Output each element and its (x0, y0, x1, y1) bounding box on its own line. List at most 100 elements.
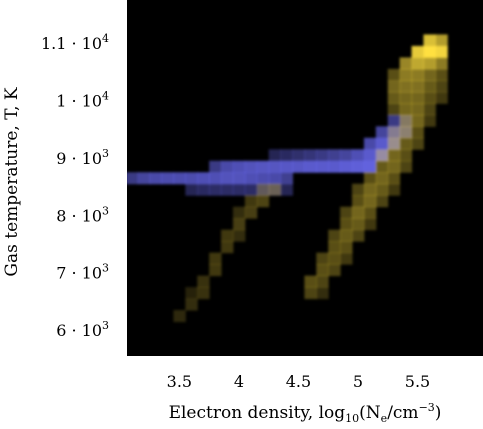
heatmap-cell-1-45 (387, 172, 401, 185)
heatmap-cell-1-53 (340, 206, 353, 219)
heatmap-cell-0-24 (221, 160, 234, 173)
heatmap-cell-1-64 (316, 252, 329, 265)
heatmap-cell-1-30 (423, 114, 436, 127)
heatmap-cell-0-12 (268, 172, 282, 185)
heatmap-cell-1-67 (316, 264, 329, 277)
heatmap-cell-1-77 (244, 206, 258, 219)
heatmap-cell-0-38 (280, 149, 293, 162)
heatmap-cell-1-57 (352, 218, 365, 231)
heatmap-cell-1-22 (423, 91, 436, 104)
heatmap-cell-1-9 (387, 68, 401, 81)
heatmap-cell-0-44 (352, 149, 365, 162)
y-tick-label-2: 8 · 103 (56, 204, 109, 225)
heatmap-cell-0-13 (280, 172, 293, 185)
heatmap-cell-1-83 (209, 252, 222, 265)
heatmap-cell-0-34 (340, 160, 353, 173)
heatmap-cell-1-59 (328, 229, 341, 242)
heatmap-cell-1-44 (375, 172, 389, 185)
heatmap-cell-0-6 (197, 172, 210, 185)
heatmap-cell-1-39 (399, 149, 413, 162)
heatmap-cell-1-19 (387, 91, 401, 104)
heatmap-cell-1-10 (399, 68, 413, 81)
heatmap-cell-0-35 (352, 160, 365, 173)
heatmap-cell-0-17 (221, 183, 234, 196)
heatmap-cell-0-53 (387, 114, 401, 127)
heatmap-cell-0-27 (256, 160, 270, 173)
heatmap-cell-1-20 (399, 91, 413, 104)
heatmap-cell-1-27 (423, 103, 436, 116)
heatmap-cell-1-82 (221, 241, 234, 254)
heatmap-cell-0-0 (125, 172, 139, 185)
heatmap-cell-1-71 (304, 287, 317, 300)
heatmap-cell-1-8 (435, 57, 448, 70)
heatmap-cell-0-22 (280, 183, 293, 196)
heatmap-cell-1-79 (232, 218, 246, 231)
heatmap-cell-1-26 (411, 103, 424, 116)
heatmap-cell-1-52 (375, 195, 389, 208)
heatmap-cell-0-50 (375, 126, 389, 139)
heatmap-cell-0-14 (185, 183, 198, 196)
heatmap-cell-1-47 (363, 183, 377, 196)
heatmap-cell-1-87 (185, 287, 198, 300)
heatmap-cell-1-55 (363, 206, 377, 219)
heatmap-cell-0-25 (232, 160, 246, 173)
heatmap-cell-1-2 (435, 45, 448, 58)
heatmap-cell-1-61 (352, 229, 365, 242)
heatmap-cell-1-49 (387, 183, 401, 196)
heatmap-cell-1-43 (363, 172, 377, 185)
heatmap-cell-1-75 (244, 195, 258, 208)
heatmap-cell-1-81 (232, 229, 246, 242)
heatmap-cell-1-70 (316, 275, 329, 288)
heatmap-cell-1-88 (185, 298, 198, 311)
heatmap-cell-1-74 (268, 183, 282, 196)
y-tick-labels: 6 · 103 7 · 103 8 · 103 9 · 103 1 · 104 1.1 ·… (41, 32, 109, 340)
heatmap-cell-1-37 (375, 149, 389, 162)
heatmap-cell-0-5 (185, 172, 198, 185)
heatmap-cell-1-66 (340, 252, 353, 265)
heatmap-cell-1-40 (375, 160, 389, 173)
heatmap-cell-0-43 (340, 149, 353, 162)
heatmap-cell-1-32 (399, 126, 413, 139)
heatmap-cell-1-42 (399, 160, 413, 173)
heatmap-cell-1-18 (435, 80, 448, 93)
heatmap-cell-0-1 (137, 172, 151, 185)
heatmap-cell-0-39 (292, 149, 305, 162)
heatmap-cell-1-5 (399, 57, 413, 70)
heatmap-cell-1-48 (375, 183, 389, 196)
x-tick-label-3: 5 (353, 372, 363, 391)
heatmap-cell-1-33 (411, 126, 424, 139)
heatmap-cell-1-84 (209, 264, 222, 277)
heatmap-cell-0-40 (304, 149, 317, 162)
heatmap-cell-0-9 (232, 172, 246, 185)
heatmap-cell-1-11 (411, 68, 424, 81)
heatmap-cell-0-28 (268, 160, 282, 173)
x-tick-labels: 3.5 4 4.5 5 5.5 (167, 372, 431, 391)
heatmap-cell-0-36 (363, 160, 377, 173)
heatmap-cell-1-89 (173, 310, 186, 323)
heatmap-cell-0-37 (268, 149, 282, 162)
heatmap-cell-1-16 (411, 80, 424, 93)
heatmap-cell-1-76 (256, 195, 270, 208)
heatmap-cell-1-36 (411, 137, 424, 150)
heatmap-cell-1-23 (435, 91, 448, 104)
heatmap-cell-1-35 (399, 137, 413, 150)
heatmap-cell-1-86 (197, 287, 210, 300)
heatmap-cell-0-32 (316, 160, 329, 173)
heatmap-cell-1-4 (435, 34, 448, 47)
heatmap-cell-1-51 (363, 195, 377, 208)
heatmap-cell-1-65 (328, 252, 341, 265)
heatmap-cell-1-21 (411, 91, 424, 104)
heatmap-cell-1-80 (221, 229, 234, 242)
y-tick-label-5: 1.1 · 104 (41, 32, 109, 53)
heatmap-cell-1-46 (352, 183, 365, 196)
heatmap-cell-1-54 (352, 206, 365, 219)
heatmap-cell-1-14 (387, 80, 401, 93)
heatmap-cell-0-18 (232, 183, 246, 196)
heatmap-cell-1-12 (423, 68, 436, 81)
y-axis-label: Gas temperature, T, K (2, 87, 22, 276)
heatmap-cell-1-73 (256, 183, 270, 196)
y-tick-label-1: 7 · 103 (56, 262, 109, 283)
x-axis-label: Electron density, log10(Ne/cm−3) (169, 401, 442, 425)
heatmap-cell-1-50 (352, 195, 365, 208)
